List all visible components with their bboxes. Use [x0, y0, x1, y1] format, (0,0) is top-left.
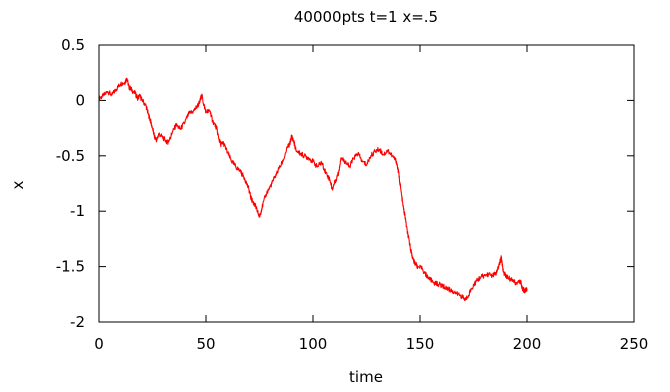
x-tick-label: 150: [406, 335, 435, 353]
x-tick-label: 0: [94, 335, 104, 353]
y-axis-label: x: [9, 180, 27, 189]
y-tick-label: 0: [75, 91, 85, 109]
tick-layer: 0 50 100 150 200 250 0.5 0 -0.5 -1 -1.5 -2: [56, 36, 649, 353]
chart-title: 40000pts t=1 x=.5: [294, 8, 438, 26]
y-tick-label: -1: [70, 202, 85, 220]
x-tick-label: 250: [620, 335, 649, 353]
y-tick-label: -2: [70, 313, 85, 331]
x-axis-label: time: [349, 368, 383, 386]
series-layer: [98, 77, 528, 302]
series-line-0: [98, 77, 528, 302]
x-tick-label: 100: [299, 335, 328, 353]
x-tick-label: 50: [196, 335, 215, 353]
y-tick-label: -0.5: [56, 147, 85, 165]
y-tick-label: -1.5: [56, 258, 85, 276]
y-tick-label: 0.5: [61, 36, 85, 54]
plot-frame: [98, 44, 635, 323]
x-tick-label: 200: [513, 335, 542, 353]
